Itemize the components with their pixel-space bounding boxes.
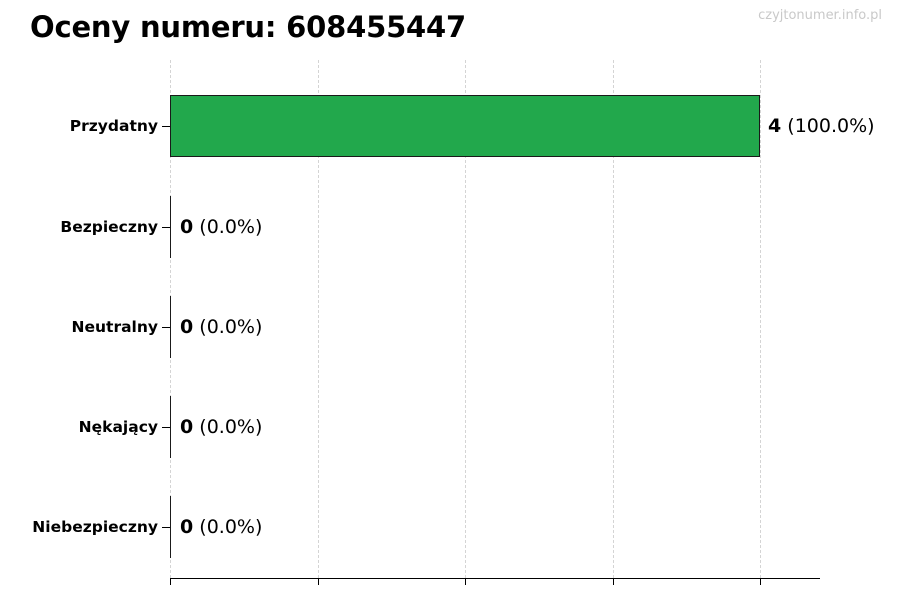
value-count: 0 [180,516,194,538]
value-percent: (100.0%) [787,115,875,137]
x-tick-1 [317,578,319,585]
x-tick-0 [170,578,171,585]
x-axis-line [170,578,820,579]
gridline-3 [612,60,614,578]
value-label-niebezpieczny: 0 (0.0%) [180,496,262,558]
x-tick-2 [465,578,466,585]
bar-neutralny[interactable] [170,296,171,358]
site-watermark: czyjtonumer.info.pl [758,8,882,23]
value-percent: (0.0%) [199,216,263,238]
bar-row: Niebezpieczny 0 (0.0%) [0,496,900,558]
value-label-nekajacy: 0 (0.0%) [180,396,262,458]
value-count: 0 [180,316,194,338]
value-percent: (0.0%) [199,516,263,538]
value-percent: (0.0%) [199,316,263,338]
value-label-przydatny: 4 (100.0%) [768,95,875,157]
gridline-2 [465,60,466,578]
category-label-niebezpieczny: Niebezpieczny [32,518,158,536]
y-tick-4 [162,527,171,528]
value-count: 4 [768,115,782,137]
page-title: Oceny numeru: 608455447 [30,10,466,44]
category-label-bezpieczny: Bezpieczny [60,218,158,236]
bar-niebezpieczny[interactable] [170,496,171,558]
y-tick-3 [162,427,171,428]
bar-przydatny[interactable] [170,95,760,157]
bar-bezpieczny[interactable] [170,196,171,258]
category-label-neutralny: Neutralny [71,318,158,336]
value-count: 0 [180,216,194,238]
y-tick-0 [162,126,171,127]
bar-row: Bezpieczny 0 (0.0%) [0,196,900,258]
x-tick-4 [760,578,761,585]
value-count: 0 [180,416,194,438]
y-tick-2 [162,327,171,328]
x-tick-3 [612,578,614,585]
category-label-nekajacy: Nękający [78,418,158,436]
gridline-1 [317,60,319,578]
value-label-neutralny: 0 (0.0%) [180,296,262,358]
bar-row: Nękający 0 (0.0%) [0,396,900,458]
value-label-bezpieczny: 0 (0.0%) [180,196,262,258]
gridline-4 [760,60,761,578]
bar-row: Neutralny 0 (0.0%) [0,296,900,358]
value-percent: (0.0%) [199,416,263,438]
y-tick-1 [162,227,171,228]
bar-row: Przydatny 4 (100.0%) [0,95,900,157]
category-label-przydatny: Przydatny [69,117,158,135]
bar-nekajacy[interactable] [170,396,171,458]
